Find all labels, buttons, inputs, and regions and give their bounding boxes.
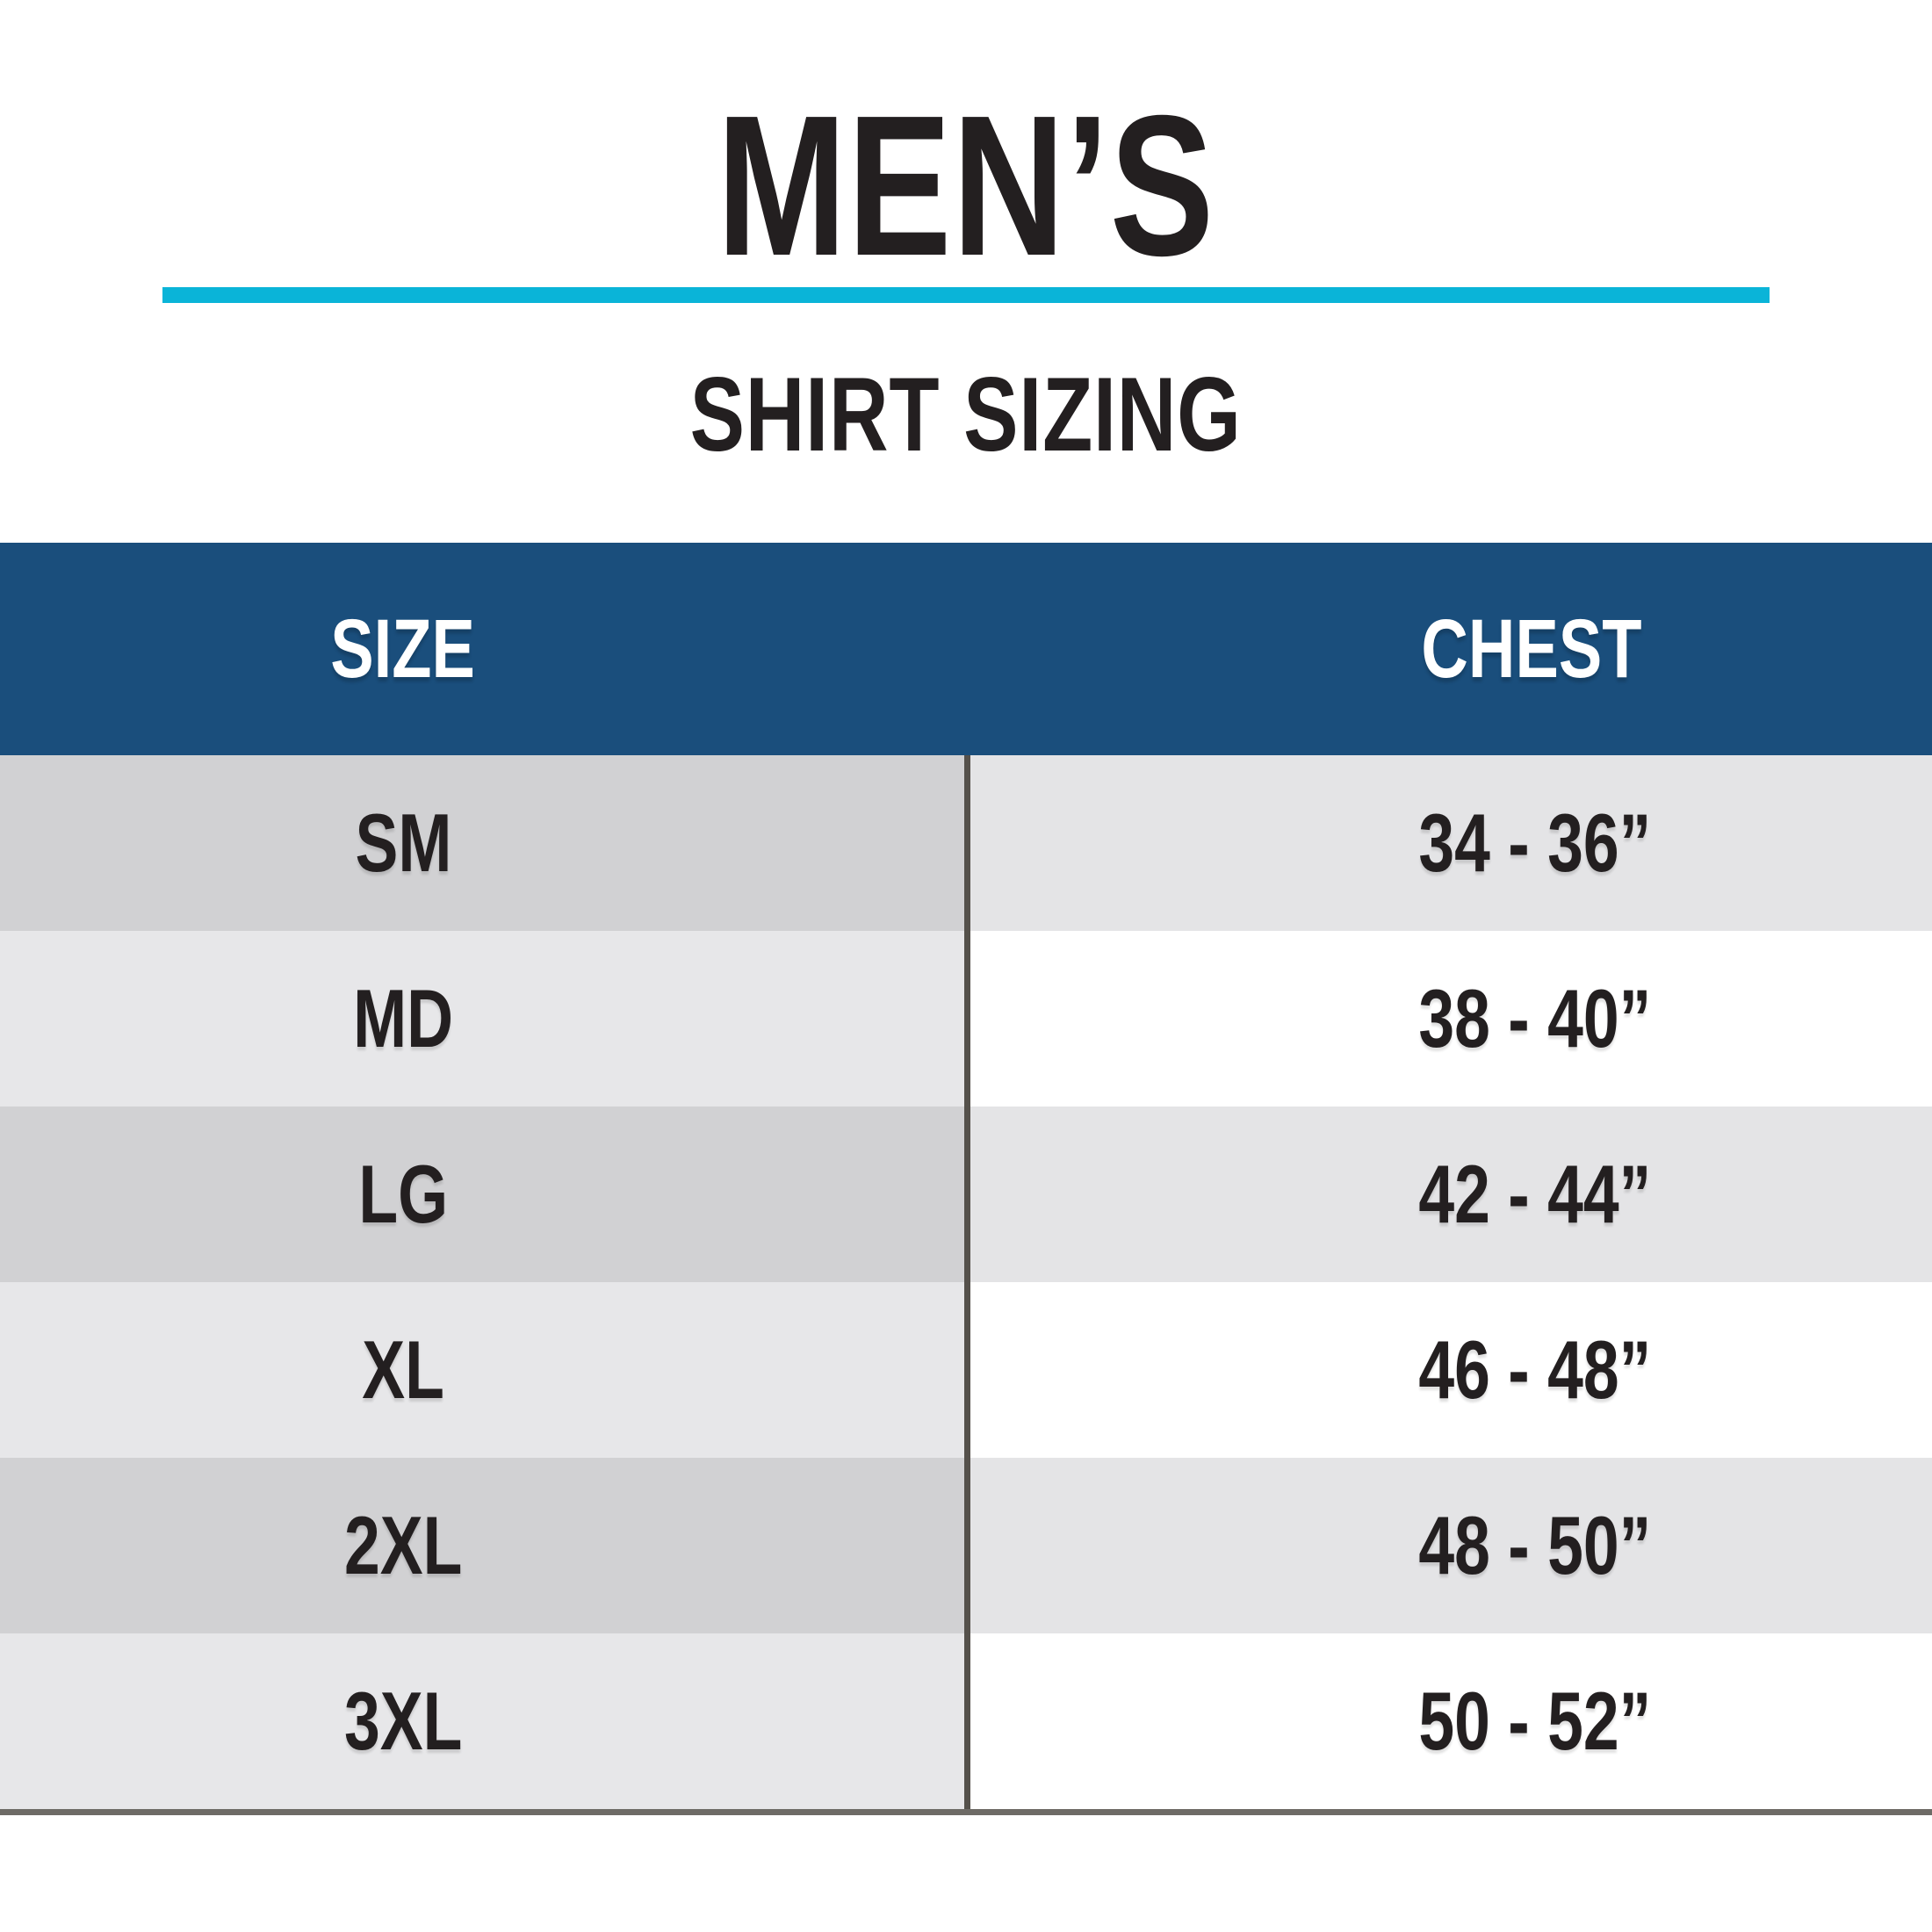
header-cell-chest: CHEST [964, 543, 1932, 755]
page-subtitle: SHIRT SIZING [0, 362, 1932, 467]
chest-column-header: CHEST [1421, 602, 1642, 696]
table-row: SM 34 - 36” [0, 755, 1932, 931]
chest-cell: 38 - 40” [964, 931, 1932, 1107]
page-title-text: MEN’S [717, 75, 1215, 298]
accent-divider-line [162, 287, 1770, 303]
size-value: LG [358, 1148, 448, 1240]
chest-value: 34 - 36” [1418, 797, 1651, 889]
chest-value: 50 - 52” [1418, 1675, 1651, 1767]
page-subtitle-text: SHIRT SIZING [689, 356, 1243, 473]
table-row: MD 38 - 40” [0, 931, 1932, 1107]
chest-cell: 48 - 50” [964, 1458, 1932, 1633]
table-row: 3XL 50 - 52” [0, 1633, 1932, 1809]
size-cell: MD [0, 931, 964, 1107]
sizing-table: SIZE CHEST SM 34 - 36” MD 38 - 40” [0, 543, 1932, 1815]
chest-cell: 46 - 48” [964, 1282, 1932, 1458]
size-value: MD [352, 972, 454, 1064]
chest-value: 42 - 44” [1418, 1148, 1651, 1240]
table-body: SM 34 - 36” MD 38 - 40” LG 42 [0, 755, 1932, 1809]
size-value: XL [362, 1323, 444, 1416]
chest-cell: 50 - 52” [964, 1633, 1932, 1809]
header-cell-size: SIZE [0, 543, 964, 755]
table-row: LG 42 - 44” [0, 1107, 1932, 1282]
size-value: SM [355, 797, 451, 889]
size-cell: 3XL [0, 1633, 964, 1809]
size-value: 3XL [343, 1675, 463, 1767]
size-column-header: SIZE [330, 602, 476, 696]
size-cell: SM [0, 755, 964, 931]
table-row: XL 46 - 48” [0, 1282, 1932, 1458]
table-header-row: SIZE CHEST [0, 543, 1932, 755]
table-row: 2XL 48 - 50” [0, 1458, 1932, 1633]
size-cell: LG [0, 1107, 964, 1282]
chest-cell: 34 - 36” [964, 755, 1932, 931]
chest-value: 46 - 48” [1418, 1323, 1651, 1416]
size-value: 2XL [343, 1499, 463, 1591]
chest-cell: 42 - 44” [964, 1107, 1932, 1282]
size-cell: XL [0, 1282, 964, 1458]
table-bottom-border [0, 1809, 1932, 1815]
page-title: MEN’S [0, 86, 1932, 286]
chest-value: 38 - 40” [1418, 972, 1651, 1064]
chest-value: 48 - 50” [1418, 1499, 1651, 1591]
size-cell: 2XL [0, 1458, 964, 1633]
